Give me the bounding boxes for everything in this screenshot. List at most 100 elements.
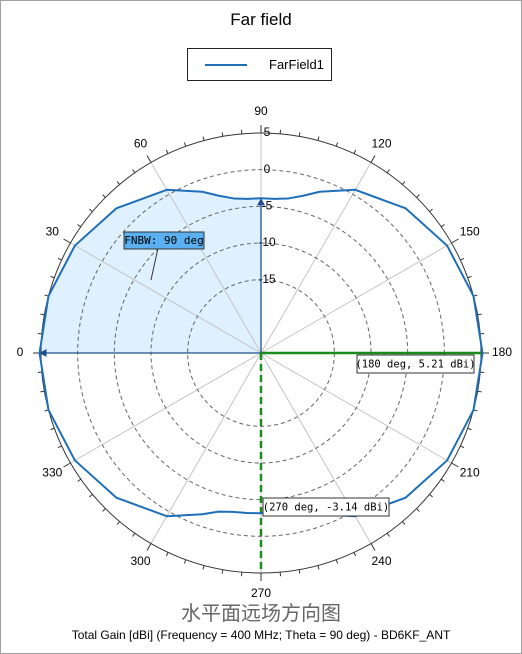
annotation-label-180: (180 deg, 5.21 dBi) xyxy=(355,359,475,371)
data-point-150 xyxy=(446,244,448,247)
angle-tick-50 xyxy=(116,181,120,185)
data-point-105 xyxy=(302,194,305,197)
legend-label-farfield1: FarField1 xyxy=(269,57,324,72)
angle-tick-340 xyxy=(50,427,55,431)
data-point-345 xyxy=(47,409,50,411)
spoke-60 xyxy=(150,162,262,354)
data-point-15 xyxy=(47,295,50,297)
angle-tick-260 xyxy=(298,569,301,574)
data-point-0 xyxy=(38,352,41,354)
data-point-90 xyxy=(260,197,262,200)
angle-tick-220 xyxy=(429,494,433,498)
angle-tick-235 xyxy=(386,532,390,537)
angle-tick-295 xyxy=(165,552,169,557)
data-point-300 xyxy=(165,515,168,518)
data-point-70 xyxy=(201,190,204,193)
angle-tick-245 xyxy=(353,552,357,557)
angle-tick-20 xyxy=(50,275,55,279)
angle-label-30: 30 xyxy=(46,225,60,239)
data-point-135 xyxy=(404,207,407,210)
data-point-195 xyxy=(472,409,475,411)
angle-tick-105 xyxy=(317,136,320,141)
angle-tick-55 xyxy=(132,169,136,174)
spoke-300 xyxy=(150,352,262,544)
angle-label-270: 270 xyxy=(251,586,271,600)
fnbw-arrow-0 xyxy=(39,349,47,357)
annotation-box-180 xyxy=(356,354,475,374)
footer-label: Total Gain [dBi] (Frequency = 400 MHz; T… xyxy=(71,628,451,642)
angle-tick-115 xyxy=(353,149,357,154)
angle-tick-205 xyxy=(460,445,465,449)
data-point-315 xyxy=(115,496,118,499)
fnbw-arrow-90 xyxy=(257,198,265,206)
angle-tick-125 xyxy=(386,169,390,174)
annotation-label-270: (270 deg, -3.14 dBi) xyxy=(263,502,389,514)
angle-label-0: 0 xyxy=(17,345,24,359)
angle-tick-25 xyxy=(57,257,62,261)
data-point-285 xyxy=(217,510,220,513)
angle-tick-305 xyxy=(132,532,136,537)
angle-tick-130 xyxy=(402,181,406,185)
annotation-box-270 xyxy=(262,497,390,517)
angle-tick-35 xyxy=(77,224,82,228)
data-point-275 xyxy=(246,512,248,514)
angle-label-120: 120 xyxy=(371,136,391,150)
data-point-30 xyxy=(74,244,76,247)
angle-tick-330 xyxy=(63,462,71,468)
angle-tick-290 xyxy=(183,559,187,564)
data-point-225 xyxy=(404,496,407,499)
angle-label-180: 180 xyxy=(492,345,512,359)
angle-tick-10 xyxy=(40,313,45,316)
radial-label-0: 0 xyxy=(264,162,271,176)
angle-tick-120 xyxy=(370,155,376,163)
data-point-330 xyxy=(74,459,76,462)
angle-tick-325 xyxy=(77,478,82,482)
radial-label--15: -15 xyxy=(258,272,276,286)
angle-tick-225 xyxy=(416,508,420,512)
data-point-100 xyxy=(287,197,290,200)
angle-tick-190 xyxy=(477,390,482,393)
angle-tick-335 xyxy=(57,445,62,449)
fnbw-label-box xyxy=(123,231,205,250)
angle-tick-350 xyxy=(40,390,45,393)
angle-tick-150 xyxy=(451,238,459,244)
data-point-80 xyxy=(232,197,235,200)
angle-label-300: 300 xyxy=(130,554,150,568)
angle-tick-285 xyxy=(202,565,205,570)
angle-label-210: 210 xyxy=(460,466,480,480)
angle-tick-70 xyxy=(183,142,187,147)
angle-tick-80 xyxy=(221,132,224,137)
radial-label-5: 5 xyxy=(264,125,271,139)
data-point-280 xyxy=(232,510,234,513)
angle-tick-140 xyxy=(429,208,433,212)
data-point-120 xyxy=(354,188,357,191)
angle-tick-310 xyxy=(116,521,120,525)
angle-tick-60 xyxy=(146,155,152,163)
angle-tick-155 xyxy=(460,257,465,261)
data-point-180 xyxy=(481,352,484,354)
angle-tick-230 xyxy=(402,521,406,525)
data-point-85 xyxy=(246,197,249,200)
angle-tick-30 xyxy=(63,238,71,244)
angle-tick-40 xyxy=(89,208,93,212)
legend: FarField1 xyxy=(187,48,332,81)
data-point-270 xyxy=(260,512,262,515)
angle-tick-250 xyxy=(335,559,339,564)
angle-tick-255 xyxy=(317,565,320,570)
angle-tick-280 xyxy=(221,569,224,574)
data-point-95 xyxy=(273,197,276,200)
angle-tick-145 xyxy=(440,224,445,228)
radial-label--10: -10 xyxy=(258,235,276,249)
angle-tick-135 xyxy=(416,194,420,198)
fnbw-leader xyxy=(150,247,159,281)
data-point-60 xyxy=(165,188,168,191)
angle-tick-65 xyxy=(165,149,169,154)
angle-tick-320 xyxy=(89,494,93,498)
angle-tick-200 xyxy=(467,427,472,431)
angle-tick-170 xyxy=(477,313,482,316)
data-point-290 xyxy=(201,513,204,516)
angle-label-150: 150 xyxy=(460,225,480,239)
angle-label-90: 90 xyxy=(254,104,268,118)
data-point-210 xyxy=(446,459,448,462)
